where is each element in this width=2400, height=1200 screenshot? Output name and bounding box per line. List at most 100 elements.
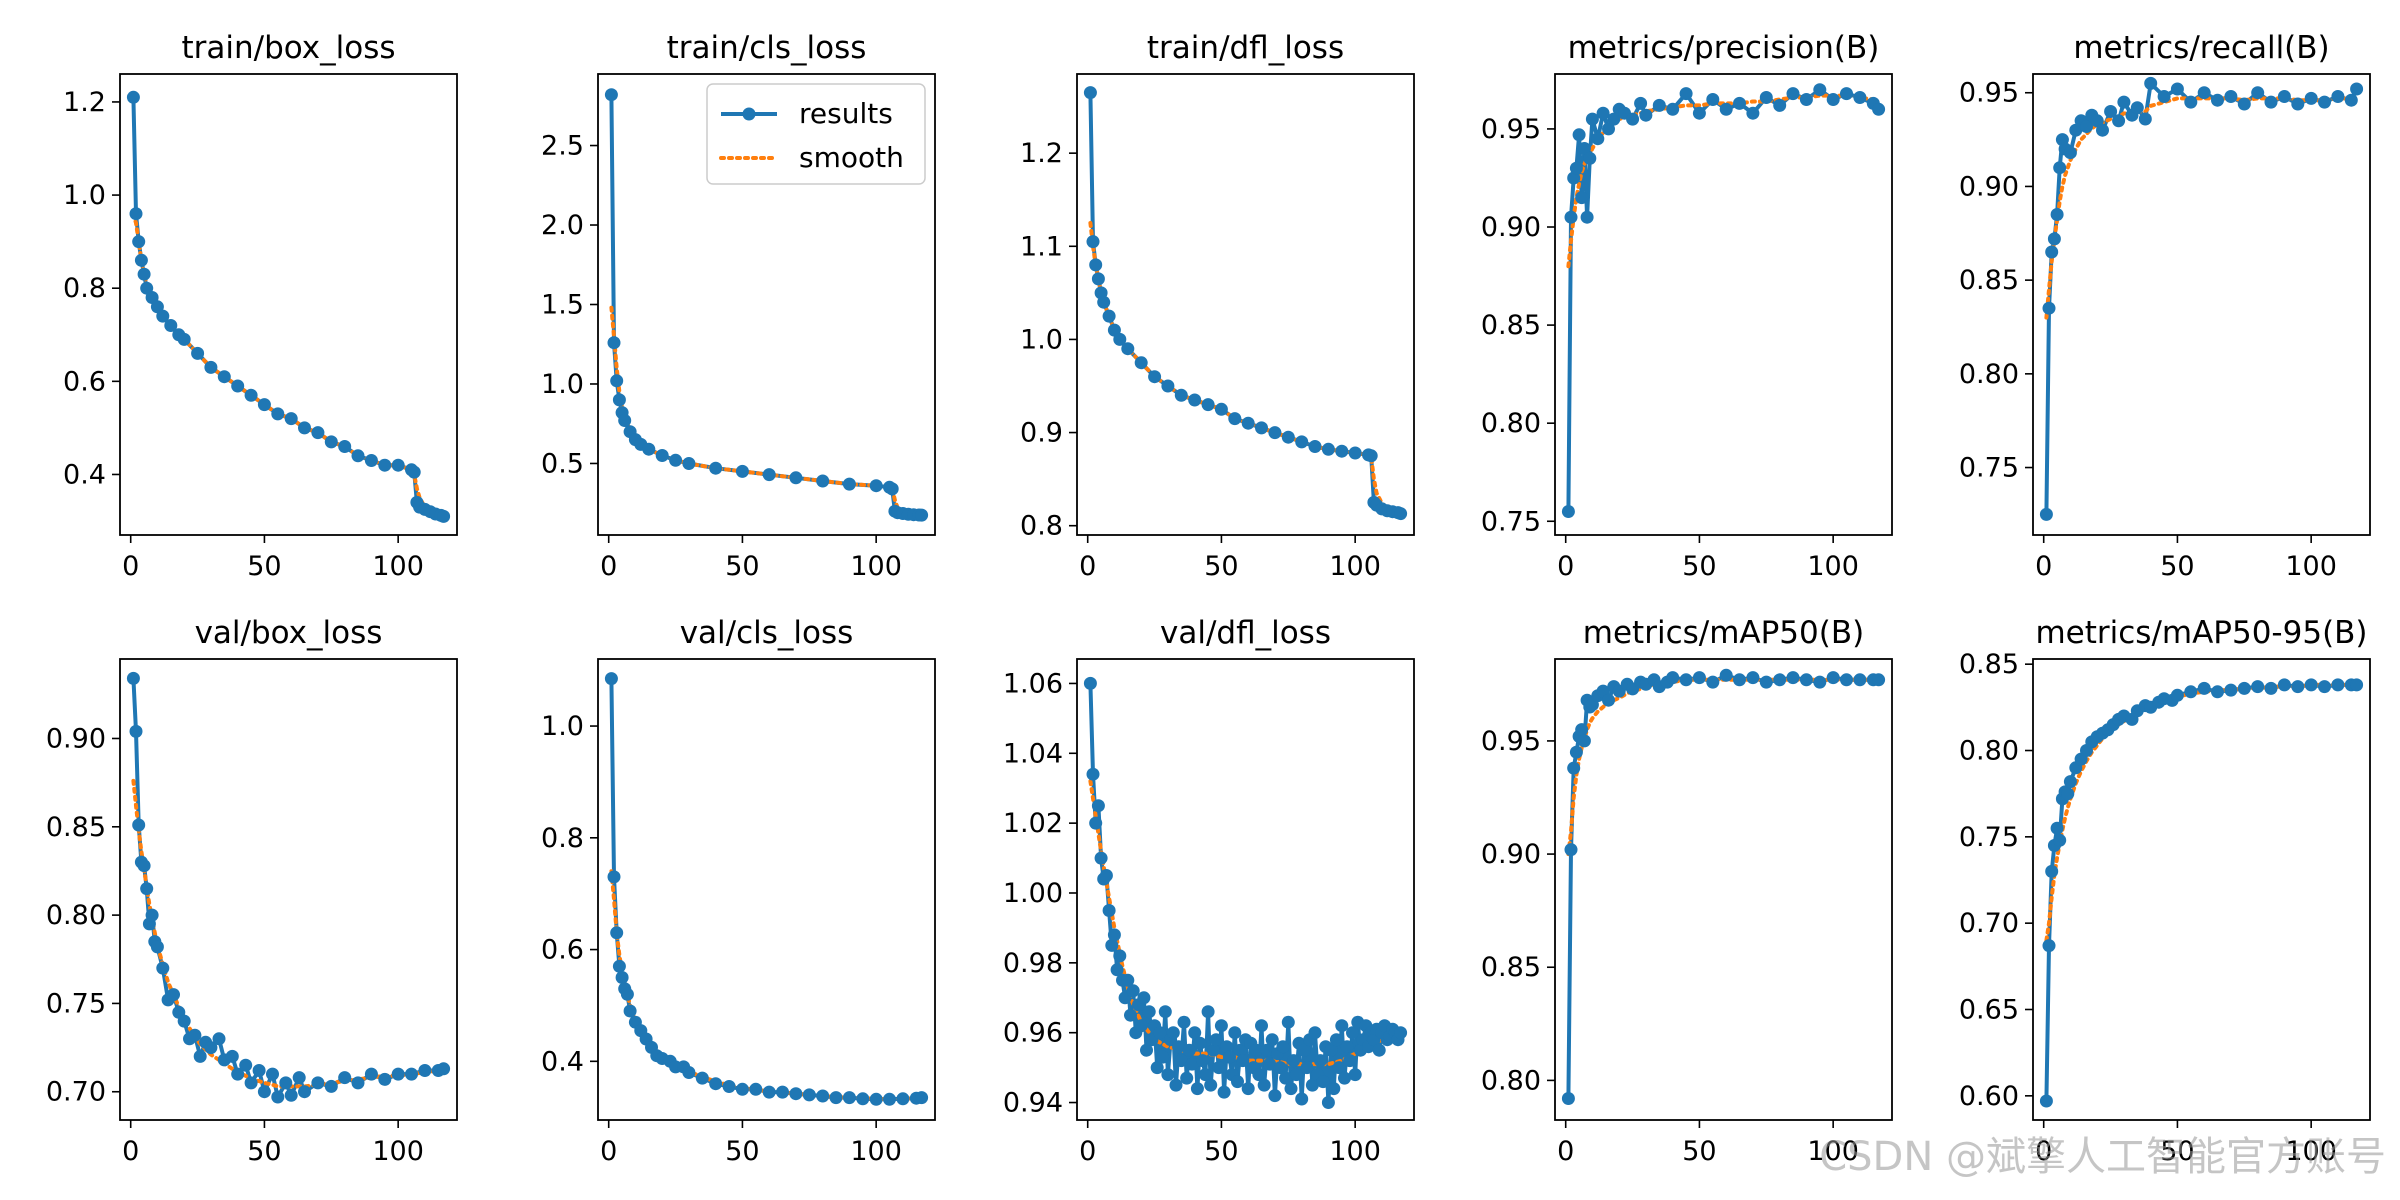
results-point [610, 926, 624, 940]
results-point [1174, 1054, 1188, 1068]
results-point [2047, 232, 2061, 246]
y-tick-label: 0.85 [1481, 952, 1541, 983]
results-point [816, 474, 830, 488]
results-point [1113, 949, 1127, 963]
results-point [1094, 851, 1108, 865]
x-tick-label: 100 [372, 1136, 424, 1167]
results-point [1220, 1040, 1234, 1054]
y-tick-label: 0.70 [46, 1077, 106, 1108]
smooth-line [1566, 677, 1881, 857]
results-point [655, 449, 669, 462]
results-point [2042, 301, 2056, 315]
results-point [762, 1085, 776, 1099]
results-point [1201, 1005, 1215, 1019]
results-point [2112, 114, 2126, 128]
results-point [1113, 332, 1127, 346]
results-point [1107, 928, 1121, 942]
smooth-line [1088, 221, 1403, 515]
results-point [1217, 1085, 1231, 1099]
results-point [615, 971, 629, 984]
results-point [2251, 680, 2265, 694]
results-point [2039, 507, 2053, 521]
results-point [156, 961, 170, 975]
results-point [802, 1088, 816, 1102]
results-point [137, 859, 151, 873]
results-point [2130, 101, 2144, 115]
y-tick-label: 0.96 [1003, 1018, 1063, 1049]
plot-area [604, 672, 929, 1106]
results-point [1241, 1082, 1255, 1096]
results-point [1872, 102, 1886, 116]
results-point [437, 1062, 451, 1076]
y-tick-label: 1.1 [1020, 231, 1063, 262]
results-point [2144, 76, 2158, 90]
results-point [1268, 426, 1282, 440]
results-point [2211, 685, 2224, 699]
results-point [126, 90, 140, 104]
results-point [1091, 799, 1105, 813]
results-point [2197, 681, 2211, 695]
watermark-text: CSDN @斌擎人工智能官方账号 [1819, 1134, 2386, 1180]
y-tick-label: 0.85 [1959, 649, 2019, 680]
results-point [1156, 1050, 1170, 1064]
results-point [298, 421, 311, 435]
x-tick-label: 100 [850, 551, 902, 582]
results-point [1666, 102, 1680, 116]
results-point [604, 88, 618, 102]
y-tick-label: 0.98 [1003, 948, 1063, 979]
results-point [1201, 398, 1215, 412]
results-point [1137, 991, 1151, 1005]
results-point [129, 724, 143, 738]
results-point [1799, 93, 1813, 106]
plot-area [2039, 76, 2364, 521]
x-tick-label: 50 [1682, 1136, 1716, 1167]
axes-frame [1076, 658, 1415, 1121]
y-tick-label: 0.85 [1959, 265, 2019, 296]
results-point [1308, 1026, 1322, 1040]
chart-title: metrics/precision(B) [1568, 30, 1880, 66]
y-tick-label: 2.5 [541, 131, 584, 162]
results-point [284, 1088, 298, 1102]
results-point [284, 412, 298, 426]
results-point [1607, 112, 1621, 126]
results-point [612, 393, 626, 407]
results-point [164, 319, 178, 332]
results-point [1126, 984, 1140, 998]
results-point [842, 1091, 856, 1105]
results-point [311, 1076, 325, 1090]
results-point [1212, 1061, 1226, 1075]
results-point [1591, 132, 1605, 146]
plot-area [1561, 83, 1886, 518]
results-point [2237, 681, 2251, 695]
results-point [2291, 680, 2305, 694]
results-point [722, 1080, 736, 1093]
results-point [1174, 388, 1188, 402]
y-tick-label: 2.0 [541, 210, 584, 241]
results-point [324, 435, 338, 449]
smooth-line [2044, 94, 2359, 320]
results-point [1733, 96, 1746, 110]
y-tick-label: 0.6 [63, 366, 106, 397]
results-point [2138, 112, 2152, 126]
results-point [257, 398, 271, 412]
results-point [607, 870, 621, 884]
results-point [1840, 87, 1853, 101]
results-point [885, 482, 899, 496]
results-point [1089, 258, 1103, 272]
results-point [1308, 440, 1322, 453]
y-tick-label: 0.95 [1481, 114, 1541, 145]
results-point [204, 1041, 218, 1055]
results-point [351, 1076, 365, 1090]
results-point [1679, 87, 1693, 101]
results-point [188, 1028, 202, 1042]
results-point [869, 1092, 883, 1106]
results-point [2050, 821, 2064, 835]
y-tick-label: 0.85 [1481, 310, 1541, 341]
results-point [1348, 1068, 1362, 1082]
results-point [364, 454, 378, 467]
results-point [709, 1077, 723, 1091]
chart-panel: train/box_loss 0 50 100 0.4 0.6 0.8 1.0 1.2 [63, 30, 458, 582]
results-point [212, 1032, 226, 1046]
results-point [1577, 142, 1591, 155]
results-point [378, 1072, 392, 1086]
